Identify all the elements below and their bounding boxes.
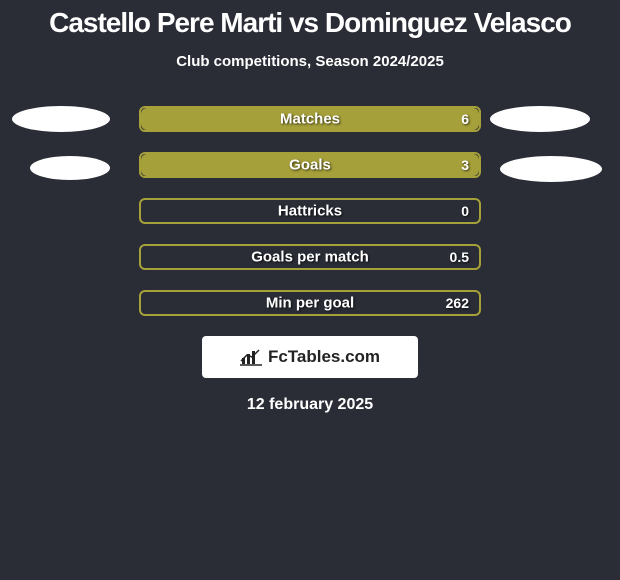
stat-bar-label: Matches [280,110,340,127]
stat-bar: Matches 6 [139,106,481,132]
stat-bar-label: Hattricks [278,202,342,219]
stat-bar-value: 0 [461,203,469,219]
fctables-logo[interactable]: FcTables.com [202,336,418,378]
season-subtitle: Club competitions, Season 2024/2025 [0,53,620,70]
stat-bar: Goals 3 [139,152,481,178]
player-shape-left-2 [30,156,110,180]
stat-bar: Hattricks 0 [139,198,481,224]
stat-bar-label: Goals [289,156,331,173]
stat-bar-value: 6 [461,111,469,127]
stat-bar-value: 3 [461,157,469,173]
logo-text: FcTables.com [268,347,380,367]
stat-bar-label: Min per goal [266,294,354,311]
stats-area: Matches 6 Goals 3 Hattricks 0 Goals per match 0… [0,106,620,414]
stat-bar-value: 262 [446,295,469,311]
player-shape-right-2 [500,156,602,182]
player-shape-left-1 [12,106,110,132]
stat-bars: Matches 6 Goals 3 Hattricks 0 Goals per match 0… [0,106,620,316]
player-shape-right-1 [490,106,590,132]
stats-comparison-card: Castello Pere Marti vs Dominguez Velasco… [0,0,620,414]
stat-bar: Min per goal 262 [139,290,481,316]
page-title: Castello Pere Marti vs Dominguez Velasco [0,8,620,39]
bar-chart-icon [240,348,262,366]
stat-bar-value: 0.5 [450,249,469,265]
stat-bar-label: Goals per match [251,248,369,265]
date-label: 12 february 2025 [0,396,620,414]
stat-bar: Goals per match 0.5 [139,244,481,270]
